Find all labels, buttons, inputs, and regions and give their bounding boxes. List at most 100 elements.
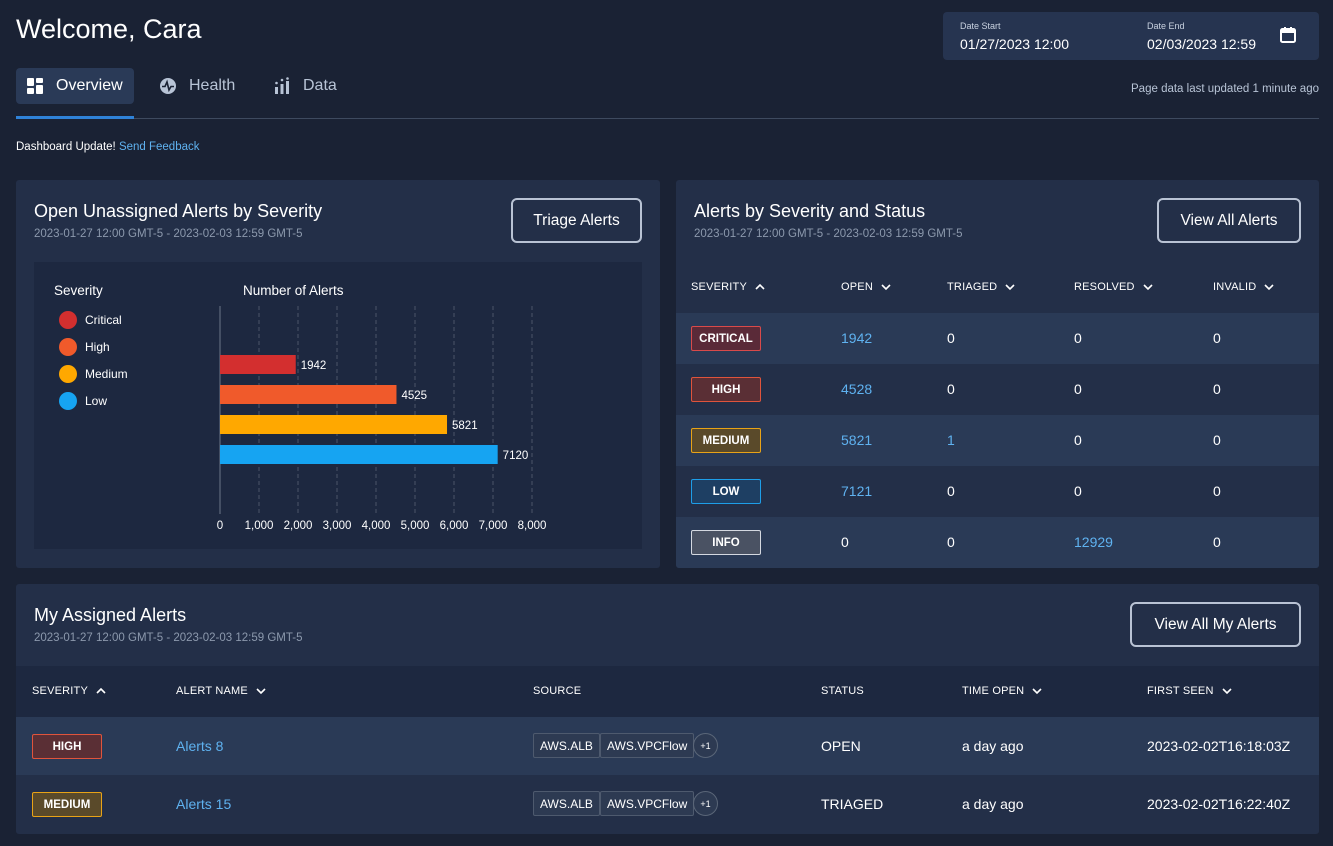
- column-header-label: STATUS: [821, 685, 864, 697]
- severity-status-table: SEVERITY OPEN TRIAGED RESOLVED INVALID CRITIC…: [676, 262, 1319, 568]
- column-header-source: SOURCE: [533, 685, 581, 697]
- severity-chart: Severity Critical High Medium Low Number of…: [34, 262, 642, 549]
- x-tick-label: 3,000: [323, 520, 352, 532]
- cell-resolved[interactable]: 12929: [1074, 534, 1113, 550]
- more-sources-button[interactable]: +1: [693, 791, 718, 816]
- legend-label: High: [85, 340, 110, 354]
- bar-chart: Number of Alerts 0 1,000 2,000 3,000 4,000 5,0…: [217, 283, 547, 532]
- column-header-time-open[interactable]: TIME OPEN: [962, 685, 1042, 697]
- active-tab-indicator: [16, 116, 134, 119]
- cell-open[interactable]: 4528: [841, 381, 873, 397]
- chevron-down-icon[interactable]: [1264, 282, 1274, 292]
- column-header-label: RESOLVED: [1074, 281, 1135, 293]
- legend-item-high: High: [59, 338, 110, 356]
- chevron-down-icon[interactable]: [1222, 686, 1232, 696]
- column-header-severity[interactable]: SEVERITY: [32, 685, 106, 697]
- legend-swatch-critical: [59, 311, 77, 329]
- chevron-up-icon[interactable]: [755, 282, 765, 292]
- bar-medium: [220, 415, 448, 434]
- cell-first-seen: 2023-02-02T16:18:03Z: [1147, 738, 1291, 754]
- x-tick-label: 2,000: [284, 520, 313, 532]
- severity-badge-low: LOW: [691, 479, 761, 504]
- severity-badge-medium: MEDIUM: [691, 428, 761, 453]
- column-header-alert-name[interactable]: ALERT NAME: [176, 685, 266, 697]
- column-header-status: STATUS: [821, 685, 864, 697]
- cell-status: OPEN: [821, 738, 861, 754]
- bar-low: [220, 445, 498, 464]
- tab-data[interactable]: Data: [263, 68, 347, 104]
- cell-resolved: 0: [1074, 381, 1082, 397]
- data-chart-icon: [275, 77, 289, 94]
- chevron-up-icon[interactable]: [96, 686, 106, 696]
- assigned-table-header: SEVERITY ALERT NAME SOURCE STATUS TIME OPEN F…: [16, 666, 1319, 717]
- table-row: MEDIUM 5821 1 0 0: [676, 415, 1319, 466]
- column-header-open[interactable]: OPEN: [841, 281, 891, 293]
- chevron-down-icon[interactable]: [881, 282, 891, 292]
- column-header-first-seen[interactable]: FIRST SEEN: [1147, 685, 1232, 697]
- legend-title: Severity: [54, 283, 103, 298]
- date-start-field[interactable]: Date Start 01/27/2023 12:00: [960, 21, 1069, 52]
- date-range-picker[interactable]: Date Start 01/27/2023 12:00 Date End 02/…: [943, 12, 1319, 60]
- severity-badge-critical: CRITICAL: [691, 326, 761, 351]
- column-header-severity[interactable]: SEVERITY: [691, 281, 765, 293]
- legend-swatch-low: [59, 392, 77, 410]
- column-header-invalid[interactable]: INVALID: [1213, 281, 1274, 293]
- send-feedback-link[interactable]: Send Feedback: [118, 141, 200, 153]
- cell-open[interactable]: 1942: [841, 330, 873, 346]
- assigned-alerts-title: My Assigned Alerts: [34, 605, 187, 625]
- chevron-down-icon[interactable]: [1032, 686, 1042, 696]
- table-row: HIGH Alerts 8 AWS.ALB AWS.VPCFlow +1 OPEN a da…: [16, 717, 1319, 775]
- date-end-field[interactable]: Date End 02/03/2023 12:59: [1147, 21, 1256, 52]
- last-updated-text: Page data last updated 1 minute ago: [1131, 83, 1319, 95]
- x-tick-label: 7,000: [479, 520, 508, 532]
- cell-triaged: 0: [947, 381, 955, 397]
- dashboard-icon: [27, 78, 43, 94]
- tab-overview[interactable]: Overview: [16, 68, 134, 104]
- unassigned-alerts-range: 2023-01-27 12:00 GMT-5 - 2023-02-03 12:5…: [34, 228, 303, 240]
- more-sources-button[interactable]: +1: [693, 733, 718, 758]
- severity-status-range: 2023-01-27 12:00 GMT-5 - 2023-02-03 12:5…: [694, 228, 963, 240]
- chart-title: Number of Alerts: [243, 283, 344, 298]
- alert-name-link[interactable]: Alerts 15: [176, 796, 232, 812]
- calendar-icon[interactable]: [1279, 26, 1297, 44]
- cell-triaged[interactable]: 1: [947, 432, 955, 448]
- column-header-label: TIME OPEN: [962, 685, 1025, 697]
- column-header-triaged[interactable]: TRIAGED: [947, 281, 1015, 293]
- bar-value-label: 4525: [401, 390, 427, 402]
- cell-resolved: 0: [1074, 330, 1082, 346]
- assigned-alerts-range: 2023-01-27 12:00 GMT-5 - 2023-02-03 12:5…: [34, 632, 303, 644]
- bar-value-label: 1942: [301, 360, 327, 372]
- view-all-my-alerts-button[interactable]: View All My Alerts: [1130, 602, 1301, 647]
- cell-invalid: 0: [1213, 330, 1221, 346]
- view-all-alerts-button[interactable]: View All Alerts: [1157, 198, 1301, 243]
- legend-label: Medium: [85, 367, 128, 381]
- assigned-alerts-table: SEVERITY ALERT NAME SOURCE STATUS TIME OPEN F…: [16, 666, 1319, 834]
- page-title: Welcome, Cara: [16, 14, 202, 44]
- cell-triaged: 0: [947, 534, 955, 550]
- cell-open[interactable]: 7121: [841, 483, 873, 499]
- column-header-label: SEVERITY: [691, 281, 748, 293]
- cell-time-open: a day ago: [962, 738, 1024, 754]
- chevron-down-icon[interactable]: [1143, 282, 1153, 292]
- legend-item-critical: Critical: [59, 311, 122, 329]
- table-row: CRITICAL 1942 0 0 0: [676, 313, 1319, 364]
- chevron-down-icon[interactable]: [256, 686, 266, 696]
- cell-open[interactable]: 5821: [841, 432, 873, 448]
- x-tick-label: 4,000: [362, 520, 391, 532]
- x-tick-label: 6,000: [440, 520, 469, 532]
- cell-status: TRIAGED: [821, 796, 884, 812]
- legend-item-low: Low: [59, 392, 107, 410]
- date-end-value: 02/03/2023 12:59: [1147, 36, 1256, 52]
- column-header-resolved[interactable]: RESOLVED: [1074, 281, 1153, 293]
- tab-health[interactable]: Health: [149, 68, 245, 104]
- chevron-down-icon[interactable]: [1005, 282, 1015, 292]
- triage-alerts-button[interactable]: Triage Alerts: [511, 198, 642, 243]
- column-header-label: FIRST SEEN: [1147, 685, 1214, 697]
- bar-value-label: 5821: [452, 420, 478, 432]
- table-row: MEDIUM Alerts 15 AWS.ALB AWS.VPCFlow +1 TRIAG…: [16, 775, 1319, 833]
- alert-name-link[interactable]: Alerts 8: [176, 738, 224, 754]
- legend-item-medium: Medium: [59, 365, 128, 383]
- column-header-label: SOURCE: [533, 685, 582, 697]
- legend-swatch-high: [59, 338, 77, 356]
- unassigned-alerts-title: Open Unassigned Alerts by Severity: [34, 201, 323, 221]
